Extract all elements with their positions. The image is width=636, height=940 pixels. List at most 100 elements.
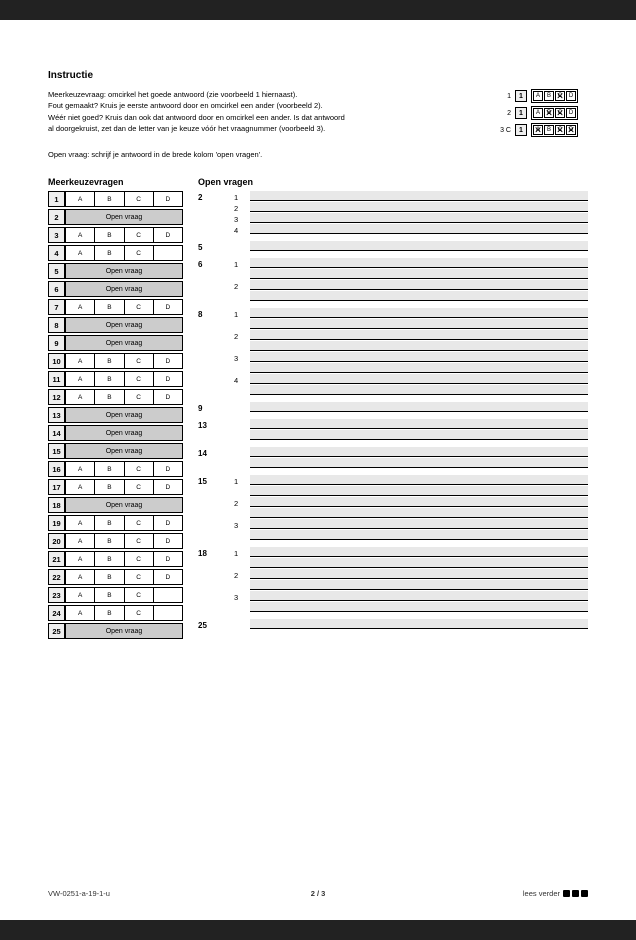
- answer-line[interactable]: [250, 519, 588, 529]
- open-line-row: 2: [198, 280, 588, 291]
- mc-option[interactable]: A: [65, 552, 94, 566]
- mc-option[interactable]: B: [94, 588, 123, 602]
- mc-option[interactable]: A: [65, 390, 94, 404]
- answer-line[interactable]: [250, 558, 588, 568]
- answer-line[interactable]: [250, 385, 588, 395]
- answer-line[interactable]: [250, 258, 588, 268]
- mc-option[interactable]: C: [124, 300, 153, 314]
- mc-option[interactable]: D: [153, 552, 182, 566]
- mc-option[interactable]: [153, 606, 182, 620]
- answer-line[interactable]: [250, 330, 588, 340]
- answer-line[interactable]: [250, 580, 588, 590]
- answer-line[interactable]: [250, 475, 588, 485]
- answer-line[interactable]: [250, 458, 588, 468]
- mc-option[interactable]: C: [124, 480, 153, 494]
- answer-line[interactable]: [250, 497, 588, 507]
- answer-line[interactable]: [250, 341, 588, 351]
- mc-option[interactable]: B: [94, 390, 123, 404]
- answer-line[interactable]: [250, 447, 588, 457]
- mc-option[interactable]: C: [124, 246, 153, 260]
- mc-option[interactable]: D: [153, 372, 182, 386]
- mc-option[interactable]: B: [94, 372, 123, 386]
- mc-option[interactable]: B: [94, 606, 123, 620]
- mc-option[interactable]: A: [65, 570, 94, 584]
- answer-line[interactable]: [250, 241, 588, 251]
- mc-option[interactable]: B: [94, 534, 123, 548]
- open-line-label: 25: [198, 621, 230, 630]
- mc-option[interactable]: B: [94, 552, 123, 566]
- mc-option[interactable]: D: [153, 390, 182, 404]
- answer-line[interactable]: [250, 486, 588, 496]
- mc-option[interactable]: D: [153, 480, 182, 494]
- answer-line[interactable]: [250, 213, 588, 223]
- answer-line[interactable]: [250, 280, 588, 290]
- answer-line[interactable]: [250, 591, 588, 601]
- mc-option[interactable]: A: [65, 462, 94, 476]
- answer-line[interactable]: [250, 352, 588, 362]
- answer-line[interactable]: [250, 619, 588, 629]
- answer-line[interactable]: [250, 602, 588, 612]
- mc-option[interactable]: D: [153, 228, 182, 242]
- answer-line[interactable]: [250, 419, 588, 429]
- mc-option[interactable]: A: [65, 228, 94, 242]
- mc-option[interactable]: D: [153, 570, 182, 584]
- mc-option[interactable]: C: [124, 588, 153, 602]
- answer-line[interactable]: [250, 430, 588, 440]
- answer-line[interactable]: [250, 202, 588, 212]
- mc-option[interactable]: C: [124, 372, 153, 386]
- mc-option[interactable]: C: [124, 228, 153, 242]
- mc-option[interactable]: [153, 588, 182, 602]
- mc-option[interactable]: B: [94, 516, 123, 530]
- answer-line[interactable]: [250, 530, 588, 540]
- answer-line[interactable]: [250, 508, 588, 518]
- mc-option[interactable]: A: [65, 372, 94, 386]
- answer-line[interactable]: [250, 547, 588, 557]
- answer-line[interactable]: [250, 291, 588, 301]
- mc-option[interactable]: A: [65, 606, 94, 620]
- mc-option[interactable]: C: [124, 390, 153, 404]
- mc-number: 2: [48, 209, 65, 225]
- mc-option[interactable]: A: [65, 588, 94, 602]
- mc-option[interactable]: B: [94, 246, 123, 260]
- mc-option[interactable]: A: [65, 480, 94, 494]
- answer-line[interactable]: [250, 224, 588, 234]
- answer-line[interactable]: [250, 191, 588, 201]
- mc-option[interactable]: C: [124, 462, 153, 476]
- open-line-row: 2: [198, 497, 588, 508]
- mc-option[interactable]: B: [94, 462, 123, 476]
- mc-option[interactable]: C: [124, 354, 153, 368]
- mc-option[interactable]: C: [124, 552, 153, 566]
- mc-option[interactable]: B: [94, 354, 123, 368]
- mc-option[interactable]: A: [65, 354, 94, 368]
- mc-option[interactable]: A: [65, 300, 94, 314]
- mc-option[interactable]: B: [94, 300, 123, 314]
- mc-option[interactable]: D: [153, 462, 182, 476]
- mc-option[interactable]: D: [153, 534, 182, 548]
- mc-option[interactable]: D: [153, 300, 182, 314]
- mc-option[interactable]: B: [94, 228, 123, 242]
- answer-line[interactable]: [250, 402, 588, 412]
- mc-option[interactable]: A: [65, 192, 94, 206]
- mc-option[interactable]: B: [94, 192, 123, 206]
- mc-option[interactable]: D: [153, 354, 182, 368]
- mc-option[interactable]: D: [153, 192, 182, 206]
- mc-option[interactable]: [153, 246, 182, 260]
- mc-option[interactable]: C: [124, 570, 153, 584]
- mc-option[interactable]: D: [153, 516, 182, 530]
- mc-option[interactable]: C: [124, 606, 153, 620]
- mc-option[interactable]: A: [65, 516, 94, 530]
- mc-option[interactable]: C: [124, 516, 153, 530]
- answer-line[interactable]: [250, 319, 588, 329]
- mc-option[interactable]: B: [94, 480, 123, 494]
- mc-option[interactable]: C: [124, 534, 153, 548]
- answer-line[interactable]: [250, 308, 588, 318]
- mc-option[interactable]: A: [65, 246, 94, 260]
- answer-line[interactable]: [250, 363, 588, 373]
- mc-option[interactable]: A: [65, 534, 94, 548]
- answer-line[interactable]: [250, 374, 588, 384]
- mc-option[interactable]: C: [124, 192, 153, 206]
- mc-option[interactable]: B: [94, 570, 123, 584]
- open-line-row: [198, 269, 588, 280]
- answer-line[interactable]: [250, 269, 588, 279]
- answer-line[interactable]: [250, 569, 588, 579]
